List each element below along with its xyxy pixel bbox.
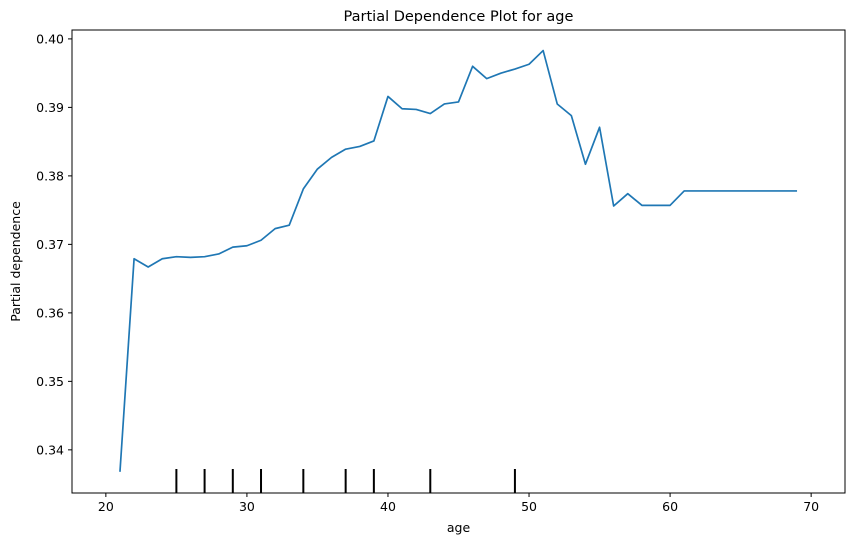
chart-title: Partial Dependence Plot for age (344, 9, 574, 25)
x-tick-label-1: 30 (239, 499, 255, 514)
y-tick-label-4: 0.38 (36, 168, 64, 183)
x-tick-label-5: 70 (803, 499, 819, 514)
pd-line (119, 49, 798, 472)
x-axis-label: age (447, 520, 471, 535)
plot-area (119, 49, 798, 493)
y-axis: 0.34 0.35 0.36 0.37 0.38 0.39 0.40 (36, 31, 72, 457)
x-tick-label-0: 20 (98, 499, 114, 514)
x-tick-label-3: 50 (521, 499, 537, 514)
x-tick-label-4: 60 (662, 499, 678, 514)
x-axis: 20 30 40 50 60 70 (98, 493, 819, 514)
y-tick-label-3: 0.37 (36, 237, 64, 252)
y-tick-label-2: 0.36 (36, 305, 64, 320)
y-tick-label-1: 0.35 (36, 374, 64, 389)
y-tick-label-0: 0.34 (36, 442, 64, 457)
plot-frame (71, 29, 846, 494)
y-tick-label-5: 0.39 (36, 100, 64, 115)
y-tick-label-6: 0.40 (36, 31, 64, 46)
y-axis-label: Partial dependence (8, 201, 23, 322)
x-tick-label-2: 40 (380, 499, 396, 514)
